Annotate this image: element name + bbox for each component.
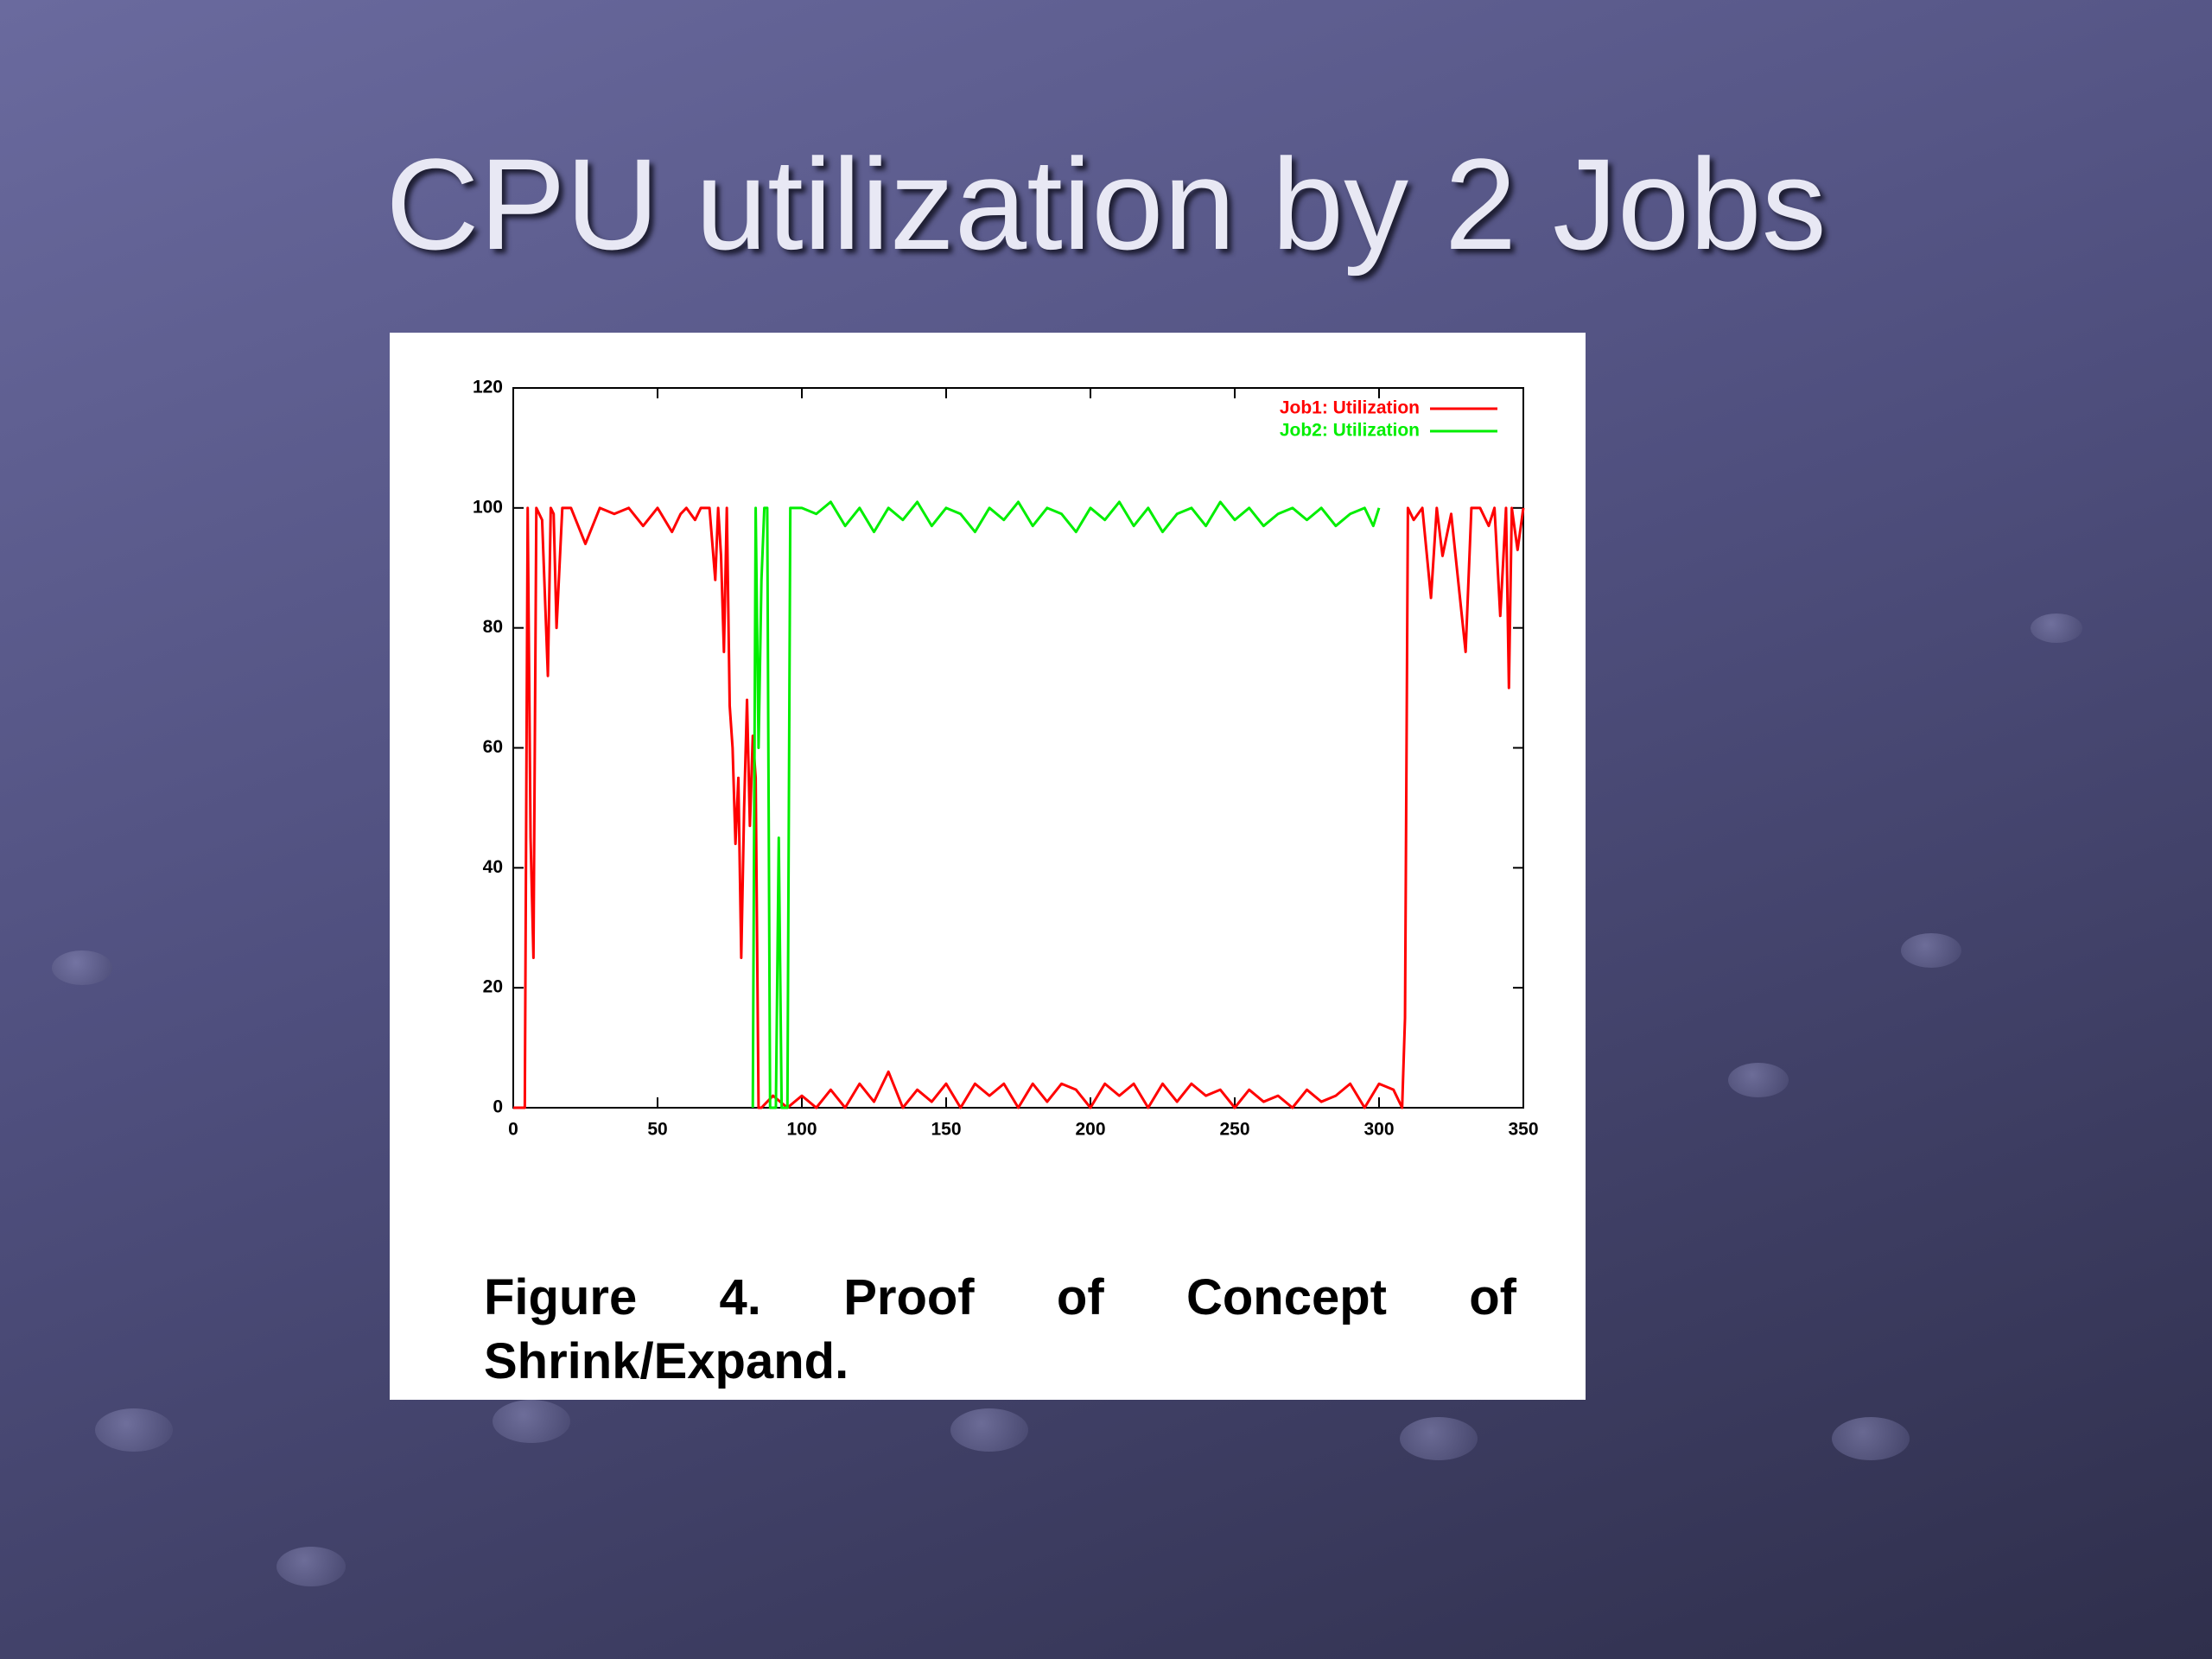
decor [1901,933,1961,968]
y-tick-label: 120 [473,378,503,397]
decor [276,1547,346,1586]
y-tick-label: 60 [483,737,503,757]
caption: Figure 4. Proof of Concept of Shrink/Exp… [484,1269,1516,1389]
x-tick-label: 200 [1075,1120,1105,1140]
decor [1400,1417,1478,1460]
y-tick-label: 40 [483,857,503,877]
x-tick-label: 150 [931,1120,961,1140]
x-tick-label: 300 [1363,1120,1394,1140]
x-tick-label: 350 [1508,1120,1538,1140]
y-tick-label: 80 [483,617,503,637]
decor [1728,1063,1789,1097]
y-tick-label: 0 [493,1097,503,1117]
decor [493,1400,570,1443]
decor [950,1408,1028,1452]
decor [95,1408,173,1452]
slide-title: CPU utilization by 2 Jobs [385,131,1827,276]
legend-label: Job1: Utilization [1280,398,1420,418]
series-line [513,506,1525,1109]
x-tick-label: 100 [786,1120,817,1140]
decor [1832,1417,1910,1460]
decor [52,950,112,985]
decor [2031,613,2082,643]
y-tick-label: 100 [473,497,503,517]
plot-frame [512,387,1524,1109]
series-line [751,500,1381,1109]
chart: 0 20 40 60 80 100 120 0 50 100 150 200 250 300 350 Job1… [473,378,1539,1140]
x-tick-label: 0 [508,1120,518,1140]
legend-label: Job2: Utilization [1280,421,1420,441]
x-tick-label: 50 [647,1120,667,1140]
x-tick-label: 250 [1219,1120,1249,1140]
figure: 0 20 40 60 80 100 120 0 50 100 150 200 250 300 350 Job1… [390,333,1586,1400]
y-tick-label: 20 [483,977,503,997]
